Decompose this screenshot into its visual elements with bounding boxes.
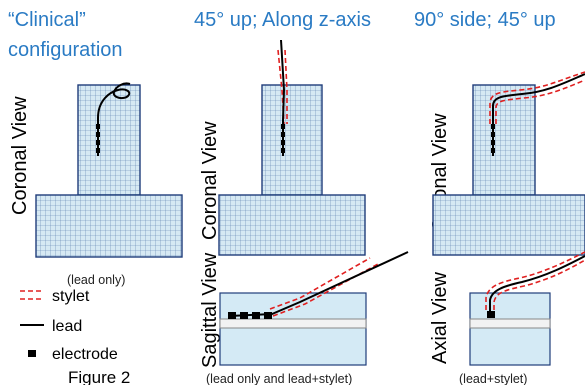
- legend-electrode-swatch: [28, 350, 36, 357]
- caption-lead-and-stylet: (lead only and lead+stylet): [206, 372, 352, 385]
- stylet-axial-b: [493, 259, 585, 310]
- axial-tissue: [469, 292, 551, 366]
- lead-coronal-2: [280, 39, 286, 156]
- lead-coronal-3: [492, 73, 585, 156]
- legend-stylet-label: stylet: [52, 288, 90, 305]
- electrode-axial: [487, 311, 495, 318]
- coronal-tissue-1: [35, 84, 183, 258]
- coronal-tissue-3: [432, 84, 585, 256]
- up45-title: 45° up; Along z-axis: [194, 9, 371, 31]
- caption-lead-plus-stylet: (lead+stylet): [459, 372, 527, 385]
- clinical-title-line1: “Clinical”: [8, 9, 86, 31]
- electrode-array-sagittal: [228, 312, 272, 319]
- stylet-coronal-3b: [495, 79, 585, 124]
- coronal-view-label-1: Coronal View: [9, 96, 31, 215]
- stylet-coronal-2b: [284, 49, 288, 124]
- caption-lead-only: (lead only): [67, 273, 125, 287]
- stylet-axial-a: [485, 251, 585, 310]
- electrode-array-coronal-2: [281, 124, 285, 153]
- electrode-array-coronal-3: [491, 124, 495, 153]
- stylet-coronal-2a: [277, 49, 285, 125]
- clinical-title-line2: configuration: [8, 39, 123, 61]
- coronal-tissue-2: [218, 84, 366, 256]
- side90-title: 90° side; 45° up: [414, 9, 556, 31]
- figure-label: Figure 2: [68, 368, 130, 385]
- lead-clinical: [97, 82, 131, 156]
- coronal-view-label-2: Coronal View: [199, 121, 221, 240]
- stylet-coronal-3a: [489, 71, 585, 124]
- sagittal-view-label: Sagittal View: [199, 252, 221, 368]
- stylet-sagittal-a: [269, 257, 371, 310]
- legend-lead-label: lead: [52, 318, 82, 335]
- lead-sagittal: [229, 251, 409, 317]
- electrode-array-clinical: [96, 124, 100, 153]
- legend-stylet-swatch: [20, 290, 44, 300]
- legend: stylet lead electrode: [20, 288, 118, 363]
- legend-electrode-label: electrode: [52, 346, 118, 363]
- sagittal-tissue: [219, 292, 367, 366]
- axial-view-label: Axial View: [429, 272, 451, 364]
- lead-axial: [489, 255, 585, 314]
